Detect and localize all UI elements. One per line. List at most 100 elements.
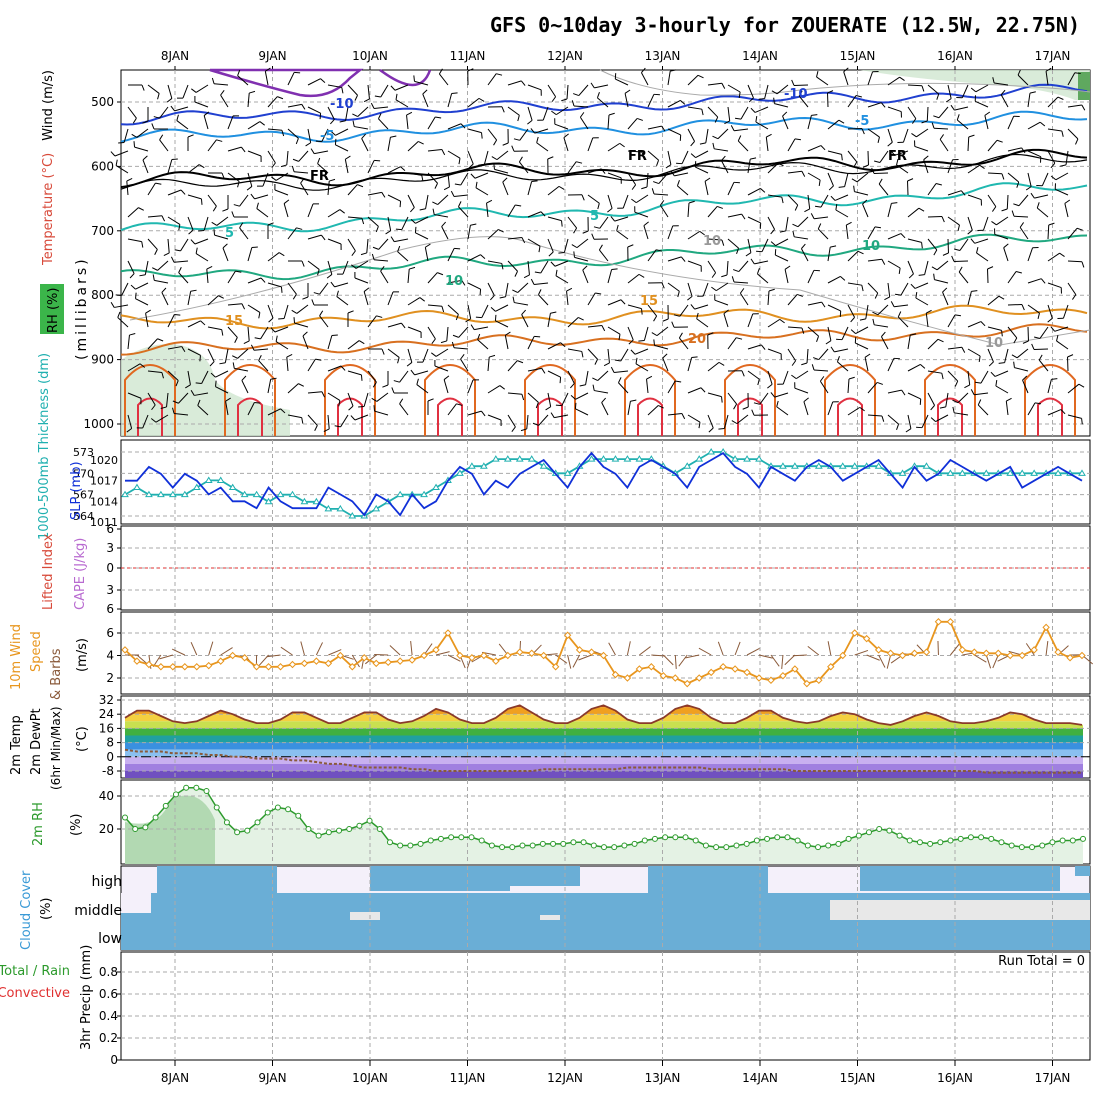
wind-barb	[907, 84, 923, 87]
wind-barb	[957, 224, 960, 231]
wind-barb	[643, 225, 649, 240]
wind-barb	[427, 272, 438, 284]
wind10m-point	[839, 651, 847, 660]
wind-barb	[717, 205, 724, 209]
wind-barb	[206, 265, 213, 270]
wind-barb	[867, 382, 878, 394]
wind-barb	[1019, 227, 1029, 240]
wind-barb	[890, 150, 896, 156]
wind-barb	[267, 222, 274, 226]
wind-barb	[721, 239, 725, 246]
wind-barb	[363, 287, 370, 292]
wind-barb	[489, 295, 495, 301]
y-tick-label: 32	[99, 693, 114, 707]
slp-tick-label: 1011	[90, 516, 118, 529]
wind-barb	[127, 207, 139, 218]
wind-barb	[887, 128, 893, 143]
wind-barb	[785, 216, 789, 231]
wind10m-barb	[992, 654, 999, 669]
wind-barb	[927, 84, 940, 95]
wind-barb	[827, 247, 831, 262]
wind-barb	[286, 353, 293, 358]
wind-barb	[227, 270, 236, 284]
wind-barb	[582, 230, 589, 234]
wind-barb	[387, 137, 391, 152]
wind-barb	[157, 260, 169, 271]
wind10m-point	[886, 649, 895, 657]
wind10m-barb	[608, 642, 616, 656]
wind-barb	[630, 399, 637, 402]
rh2m-point	[886, 827, 893, 834]
wind-barb	[733, 281, 749, 284]
wind-barb	[1039, 121, 1046, 127]
wind-barb	[641, 67, 646, 73]
thickness-point	[348, 512, 357, 519]
wind-barb	[721, 83, 726, 89]
wind-barb	[979, 164, 985, 170]
wind-barb	[427, 326, 436, 340]
wind-barb	[347, 184, 358, 196]
wind-barb	[1025, 186, 1032, 191]
wind-barb	[677, 291, 680, 298]
wind-barb	[647, 150, 659, 161]
wind-barb	[507, 80, 522, 86]
wind-barb	[159, 134, 164, 141]
wind-barb	[761, 238, 769, 252]
wind-barb	[443, 375, 450, 380]
wind-barb	[984, 115, 989, 130]
wind-barb	[751, 409, 755, 416]
wind-barb	[527, 119, 533, 125]
y-tick-label: 0.4	[99, 1009, 118, 1023]
wind-barb	[991, 220, 997, 226]
wind-barb	[1055, 172, 1069, 181]
stability-label-cape: CAPE (J/kg)	[73, 538, 88, 610]
wind-barb	[280, 164, 287, 168]
wind-barb	[614, 216, 629, 222]
wind-barb	[956, 119, 969, 130]
wind-barb	[739, 288, 745, 294]
wind-barb	[121, 282, 129, 296]
wind-barb	[454, 183, 461, 186]
wind-barb	[357, 184, 364, 188]
wind-barb	[237, 348, 249, 359]
rh2m-point	[539, 840, 546, 847]
rh2m-point	[580, 839, 587, 846]
wind10m-barb	[220, 647, 233, 656]
wind-barb	[819, 376, 825, 382]
wind10m-point	[1078, 651, 1086, 660]
wind-barb	[1016, 348, 1029, 359]
wind-barb	[468, 163, 474, 169]
wind-barb	[653, 193, 669, 196]
wind-barb	[787, 170, 802, 174]
wind-barb	[222, 247, 229, 262]
wind-barb	[458, 206, 469, 218]
wind-barb	[607, 299, 622, 306]
wind-barb	[563, 133, 569, 139]
wind-barb	[1047, 282, 1062, 289]
wind-barb	[153, 116, 160, 119]
wind-barb	[147, 215, 162, 218]
wind-barb	[587, 325, 602, 328]
top-date-label: 16JAN	[937, 49, 973, 63]
top-date-label: 9JAN	[258, 49, 286, 63]
wind-barb	[616, 230, 629, 240]
thickness-point	[1054, 469, 1062, 476]
wind-barb	[198, 229, 205, 232]
wind-barb	[935, 183, 942, 186]
wind-barb	[493, 139, 498, 146]
wind-barb	[945, 98, 952, 103]
wind-barb	[877, 381, 884, 385]
wind-barb	[933, 127, 949, 130]
wind-barb	[807, 301, 822, 306]
wind-barb	[163, 252, 170, 257]
wind-barb	[887, 260, 901, 269]
wind-barb	[198, 164, 205, 169]
wind-barb	[1004, 348, 1009, 363]
y-tick-label: 8	[106, 736, 114, 750]
wind-barb	[1076, 227, 1083, 231]
wind-barb	[910, 283, 916, 289]
wind-barb	[302, 335, 309, 350]
wind-barb	[422, 348, 429, 363]
wind-barb	[707, 206, 718, 218]
